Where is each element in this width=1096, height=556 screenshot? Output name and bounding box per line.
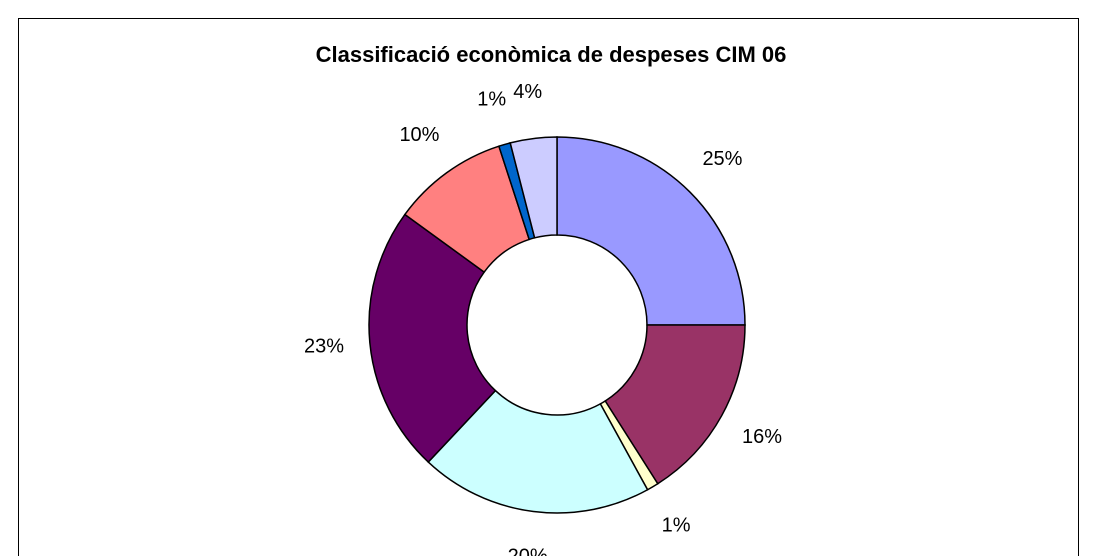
data-label: 1% — [477, 89, 506, 111]
donut-slice — [368, 213, 497, 464]
data-label: 23% — [304, 335, 344, 357]
chart-title: Classificació econòmica de despeses CIM … — [316, 42, 787, 67]
donut-slice — [509, 136, 558, 239]
data-label: 1% — [662, 515, 691, 537]
data-label: 4% — [513, 81, 542, 103]
data-label: 10% — [399, 124, 439, 146]
data-label: 25% — [702, 148, 742, 170]
data-label: 16% — [742, 426, 782, 448]
donut-slice — [604, 324, 746, 485]
donut-slice — [556, 136, 746, 326]
donut-slice — [427, 389, 649, 514]
data-label: 20% — [508, 545, 548, 556]
